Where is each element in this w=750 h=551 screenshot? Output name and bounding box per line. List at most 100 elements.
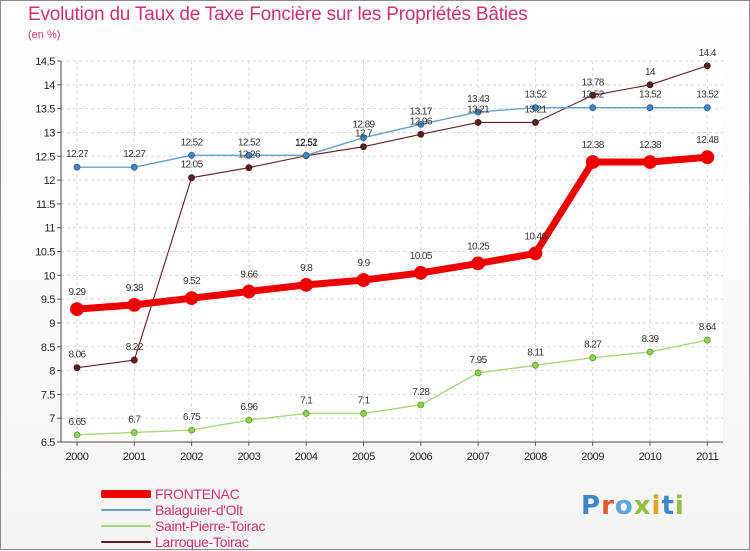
data-label-frontenac: 9.66 — [240, 270, 258, 281]
x-tick-label: 2001 — [123, 451, 146, 463]
x-tick-label: 2005 — [352, 451, 375, 463]
data-point-balaguier-d-olt — [474, 108, 482, 116]
y-tick-label: 6.5 — [41, 437, 55, 449]
series-line-frontenac — [73, 153, 711, 313]
data-point-balaguier-d-olt — [646, 104, 654, 112]
data-label-saint-pierre-toirac: 8.64 — [699, 322, 717, 333]
y-tick-label: 13.5 — [35, 104, 55, 116]
data-label-frontenac: 12.38 — [582, 140, 605, 151]
data-label-saint-pierre-toirac: 6.75 — [183, 412, 201, 423]
data-point-larroque-toirac — [532, 119, 539, 126]
x-tick-label: 2000 — [66, 451, 89, 463]
y-tick-label: 11 — [44, 223, 55, 235]
data-label-balaguier-d-olt: 13.43 — [467, 94, 490, 105]
y-tick-label: 12 — [44, 175, 56, 187]
series-saint-pierre-toirac — [73, 336, 711, 439]
line-chart: 6.5 7 7.5 8 8.5 9 9.5 10 10.5 11 11.5 12 12.5 13 13.5 1… — [35, 48, 723, 463]
y-tick-label: 10 — [44, 270, 56, 282]
data-point-larroque-toirac — [703, 62, 711, 70]
data-point-larroque-toirac — [188, 174, 196, 182]
data-label-frontenac: 10.46 — [524, 231, 547, 242]
data-point-saint-pierre-toirac — [188, 426, 196, 434]
data-point-saint-pierre-toirac — [130, 429, 138, 436]
y-tick-label: 12.5 — [35, 151, 55, 163]
logo-letter: t — [661, 491, 675, 521]
data-point-saint-pierre-toirac — [73, 431, 81, 439]
data-point-frontenac — [585, 155, 600, 169]
data-point-balaguier-d-olt — [532, 104, 539, 112]
data-point-saint-pierre-toirac — [245, 416, 253, 424]
y-tick-label: 9 — [49, 318, 55, 330]
x-tick-label: 2010 — [639, 451, 662, 463]
data-label-frontenac: 10.05 — [410, 251, 433, 262]
x-tick-label: 2002 — [180, 451, 203, 463]
x-tick-label: 2008 — [524, 451, 547, 463]
series-line-balaguier-d-olt — [76, 106, 708, 168]
data-point-balaguier-d-olt — [360, 134, 367, 142]
legend-swatch — [101, 541, 151, 543]
data-label-balaguier-d-olt: 13.52 — [696, 90, 719, 101]
data-label-larroque-toirac: 12.96 — [410, 116, 433, 127]
data-point-frontenac — [299, 277, 314, 292]
x-tick-label: 2004 — [295, 451, 318, 463]
data-label-frontenac: 9.52 — [183, 276, 201, 287]
data-point-balaguier-d-olt — [302, 151, 310, 159]
logo-letter: i — [651, 491, 662, 521]
data-label-frontenac: 10.25 — [467, 241, 490, 252]
y-tick-label: 8 — [49, 366, 55, 378]
data-label-saint-pierre-toirac: 6.7 — [128, 414, 141, 425]
data-point-larroque-toirac — [130, 356, 138, 364]
data-point-balaguier-d-olt — [703, 104, 711, 112]
data-label-balaguier-d-olt: 12.27 — [66, 149, 89, 160]
data-point-larroque-toirac — [417, 130, 425, 138]
y-axis-unit-label: (en %) — [28, 29, 61, 41]
data-point-frontenac — [471, 256, 486, 271]
series-frontenac — [70, 150, 715, 317]
data-point-larroque-toirac — [245, 164, 253, 172]
series-line-saint-pierre-toirac — [76, 339, 708, 436]
data-label-saint-pierre-toirac: 8.39 — [641, 334, 659, 345]
data-point-balaguier-d-olt — [589, 104, 597, 112]
data-label-balaguier-d-olt: 13.52 — [582, 90, 605, 101]
data-label-larroque-toirac: 8.06 — [68, 350, 86, 361]
data-point-frontenac — [643, 155, 657, 169]
data-point-larroque-toirac — [646, 81, 654, 89]
data-label-larroque-toirac: 13.21 — [467, 104, 490, 115]
data-point-frontenac — [700, 150, 715, 165]
data-point-balaguier-d-olt — [188, 151, 196, 159]
data-point-larroque-toirac — [589, 91, 597, 99]
logo-letter: x — [633, 491, 652, 521]
data-point-larroque-toirac — [360, 143, 367, 151]
data-point-frontenac — [241, 284, 256, 299]
legend-label: Balaguier-d'Olt — [155, 502, 243, 518]
data-label-balaguier-d-olt: 13.17 — [410, 106, 433, 117]
data-label-balaguier-d-olt: 12.52 — [238, 137, 261, 148]
x-tick-label: 2011 — [696, 451, 718, 463]
data-label-larroque-toirac: 8.22 — [126, 342, 144, 353]
data-point-larroque-toirac — [474, 119, 482, 126]
data-label-frontenac: 9.38 — [126, 283, 144, 294]
y-tick-label: 11.5 — [36, 199, 55, 211]
data-label-frontenac: 9.29 — [68, 287, 86, 298]
y-tick-label: 14 — [44, 80, 56, 92]
data-label-balaguier-d-olt: 13.52 — [639, 90, 662, 101]
data-label-saint-pierre-toirac: 6.65 — [68, 417, 86, 428]
data-label-saint-pierre-toirac: 6.96 — [240, 402, 258, 413]
data-label-saint-pierre-toirac: 8.11 — [527, 347, 544, 358]
data-point-frontenac — [127, 297, 142, 312]
data-point-saint-pierre-toirac — [589, 354, 597, 362]
data-label-frontenac: 9.8 — [300, 263, 313, 274]
data-label-balaguier-d-olt: 12.52 — [181, 137, 204, 148]
data-label-larroque-toirac: 12.7 — [355, 129, 373, 140]
data-point-balaguier-d-olt — [245, 151, 253, 159]
data-point-saint-pierre-toirac — [703, 336, 711, 344]
data-point-frontenac — [413, 266, 428, 280]
data-point-saint-pierre-toirac — [360, 410, 367, 417]
logo-letter: P — [581, 491, 602, 521]
data-point-larroque-toirac — [73, 364, 81, 372]
data-point-balaguier-d-olt — [130, 163, 138, 171]
data-label-saint-pierre-toirac: 7.1 — [300, 395, 313, 406]
x-tick-label: 2006 — [409, 451, 432, 463]
data-label-saint-pierre-toirac: 7.28 — [412, 387, 430, 398]
data-label-larroque-toirac: 12.51 — [295, 138, 318, 149]
